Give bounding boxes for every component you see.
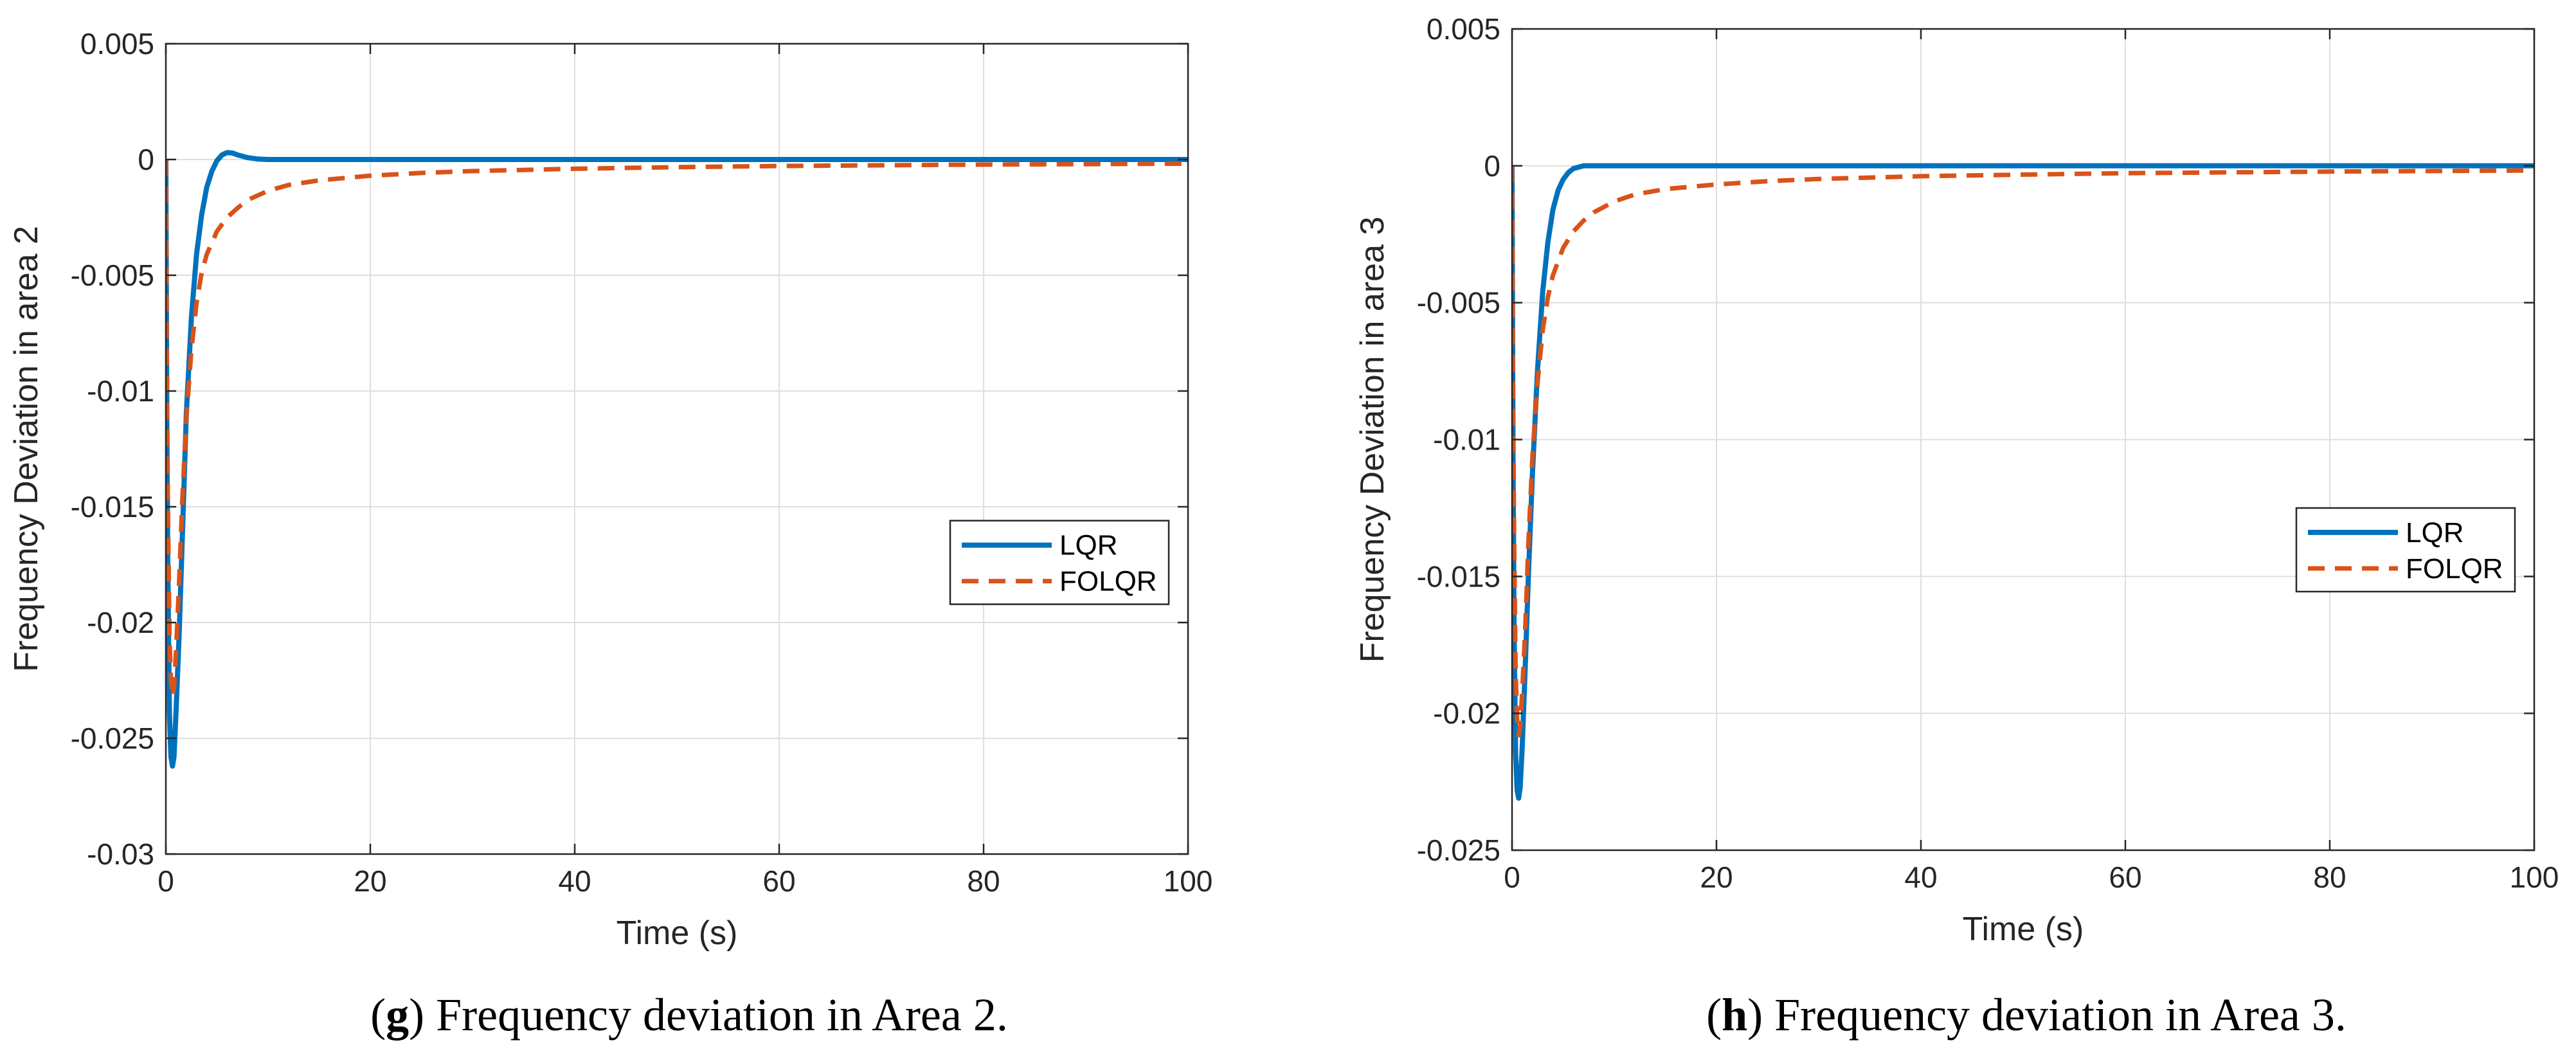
x-tick-label: 80 — [967, 864, 1000, 898]
y-axis-label: Frequency Deviation in area 3 — [1354, 217, 1391, 663]
legend-label-lqr: LQR — [2406, 517, 2463, 549]
series-line-lqr — [1512, 163, 2534, 801]
x-tick-label: 100 — [1164, 864, 1213, 898]
y-tick-label: 0 — [1484, 149, 1500, 183]
figure-caption: (h) Frequency deviation in Area 3. — [1706, 989, 2346, 1041]
legend-label-folqr: FOLQR — [1059, 566, 1157, 597]
chart-g: 0 20 40 60 80 100 0.005 0 -0.005 -0.01 -0.015 -0.02… — [8, 27, 1212, 1041]
y-tick-label: -0.01 — [87, 374, 154, 408]
series-line-lqr — [166, 150, 1188, 769]
y-tick-label: 0 — [138, 143, 154, 176]
y-tick-label: -0.005 — [1417, 286, 1500, 320]
x-tick-label: 60 — [762, 864, 795, 898]
legend: LQR FOLQR — [949, 520, 1170, 605]
y-tick-label: -0.005 — [71, 259, 154, 292]
x-tick-label: 20 — [354, 864, 386, 898]
y-axis-label: Frequency Deviation in area 2 — [8, 226, 45, 672]
y-tick-label: -0.02 — [87, 606, 154, 639]
figure-caption: (g) Frequency deviation in Area 2. — [370, 989, 1008, 1041]
x-axis-label: Time (s) — [1963, 911, 2084, 948]
y-tick-label: -0.015 — [1417, 560, 1500, 593]
x-tick-label: 80 — [2313, 860, 2346, 894]
y-tick-label: -0.03 — [87, 837, 154, 871]
y-tick-label: -0.025 — [71, 722, 154, 755]
y-tick-label: 0.005 — [80, 27, 154, 60]
x-tick-label: 0 — [158, 864, 174, 898]
y-tick-label: -0.02 — [1433, 696, 1500, 730]
y-tick-label: -0.015 — [71, 490, 154, 523]
y-tick-label: 0.005 — [1427, 12, 1500, 46]
x-tick-label: 0 — [1504, 860, 1520, 894]
legend-box — [2295, 507, 2516, 593]
legend: LQR FOLQR — [2295, 507, 2516, 593]
x-tick-label: 40 — [1904, 860, 1937, 894]
series-line-folqr — [166, 159, 1188, 699]
y-tick-label: -0.01 — [1433, 423, 1500, 457]
legend-label-folqr: FOLQR — [2406, 553, 2503, 585]
x-tick-label: 60 — [2109, 860, 2141, 894]
y-tick-label: -0.025 — [1417, 833, 1500, 867]
x-axis-label: Time (s) — [617, 915, 738, 952]
x-tick-label: 40 — [558, 864, 591, 898]
legend-label-lqr: LQR — [1059, 530, 1117, 561]
caption-panel-letter: g — [386, 989, 409, 1041]
series-line-folqr — [1512, 165, 2534, 738]
axes-box — [165, 42, 1189, 855]
x-tick-label: 20 — [1700, 860, 1733, 894]
x-tick-label: 100 — [2510, 860, 2559, 894]
chart-h: 0 20 40 60 80 100 0.005 0 -0.005 -0.01 -0.015 -0.02… — [1354, 12, 2559, 1041]
legend-box — [949, 520, 1170, 605]
caption-panel-letter: h — [1722, 989, 1747, 1041]
